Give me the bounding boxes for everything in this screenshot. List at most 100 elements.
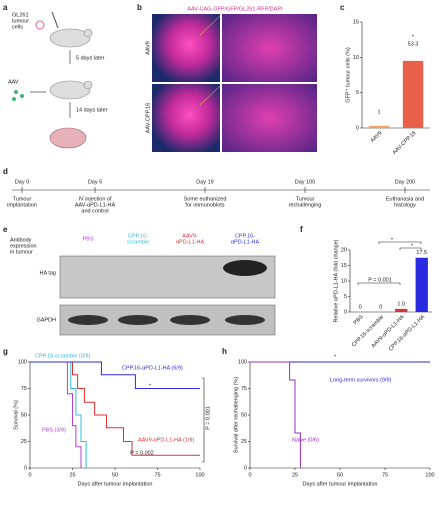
legend-label: CPP.16-scramble (0/9) bbox=[35, 353, 90, 359]
zoom-line bbox=[199, 83, 223, 106]
event-label: AAV-αPD-L1-HA bbox=[75, 202, 116, 208]
blot-band bbox=[68, 315, 108, 325]
panel-label: h bbox=[222, 347, 227, 356]
event-label: rechallenging bbox=[289, 202, 322, 208]
blot-column: AAV9- bbox=[182, 233, 198, 239]
event-label: and control bbox=[81, 208, 108, 214]
legend-label: Long-term survivors (9/9) bbox=[330, 377, 392, 383]
blot-header: in tumour bbox=[10, 249, 33, 255]
event-label: histology bbox=[394, 202, 416, 208]
day-label: Day 100 bbox=[295, 179, 316, 185]
y-tick-label: 25 bbox=[241, 439, 247, 445]
panel-label: c bbox=[340, 3, 345, 12]
value-label: 1.0 bbox=[397, 301, 405, 307]
survival-line bbox=[30, 361, 200, 389]
blot-column: CPP.16- bbox=[128, 233, 148, 239]
bar bbox=[368, 125, 390, 128]
panel-label: a bbox=[3, 3, 8, 12]
blot-header: Antibody bbox=[10, 237, 32, 243]
y-tick-label: 75 bbox=[21, 386, 27, 392]
x-tick-label: 100 bbox=[425, 472, 434, 478]
x-tick-label: AAV-CPP.16 bbox=[392, 130, 418, 156]
zoom-line bbox=[199, 13, 223, 36]
annotation: 53.3 bbox=[408, 41, 419, 47]
axis bbox=[29, 362, 200, 469]
blot-band bbox=[223, 260, 267, 276]
bracket bbox=[202, 377, 205, 463]
row-label: AAV9 bbox=[145, 41, 151, 55]
syringe bbox=[51, 11, 59, 29]
day-label: Day 200 bbox=[395, 179, 416, 185]
y-axis-label: GFP⁺ tumour cells (%) bbox=[344, 47, 351, 103]
image bbox=[152, 84, 220, 152]
aav-icon bbox=[20, 94, 24, 98]
event-label: Tumour bbox=[13, 196, 32, 202]
value-label: 17.5 bbox=[416, 250, 427, 256]
blot-band bbox=[118, 315, 158, 325]
day-label: Day 19 bbox=[196, 179, 213, 185]
cells-label: GL261 bbox=[12, 12, 29, 18]
legend-label: PBS (3/9) bbox=[42, 427, 66, 433]
x-tick-label: CPP.16-αPD-L1-HA bbox=[388, 314, 427, 353]
blot-row: GAPDH bbox=[36, 317, 56, 323]
mouse bbox=[49, 28, 91, 48]
annotation: * bbox=[411, 243, 414, 249]
survival-line bbox=[250, 361, 301, 468]
panel-label: d bbox=[3, 167, 8, 176]
brain bbox=[49, 127, 87, 149]
y-tick-label: 0 bbox=[344, 309, 347, 315]
y-tick-label: 0 bbox=[244, 465, 247, 471]
survival-line bbox=[30, 361, 87, 468]
annotation: * bbox=[391, 237, 394, 243]
bracket bbox=[357, 282, 401, 285]
y-tick-label: 75 bbox=[241, 386, 247, 392]
x-tick-label: 0 bbox=[28, 472, 31, 478]
x-tick-label: 50 bbox=[337, 472, 343, 478]
y-tick-label: 0 bbox=[24, 465, 27, 471]
y-axis-label: Survival after rechallenging (%) bbox=[233, 377, 239, 454]
event-label: Tumour bbox=[296, 196, 315, 202]
legend-label: CPP.16-αPD-L1-HA (6/9) bbox=[122, 365, 183, 371]
panel-label: g bbox=[3, 347, 8, 356]
y-axis-label: Relative αPD-L1-HA (fold change) bbox=[333, 239, 339, 322]
x-tick-label: 75 bbox=[154, 472, 160, 478]
legend-label: Naive (0/6) bbox=[292, 437, 319, 443]
annotation: * bbox=[334, 354, 337, 360]
value-label: 0 bbox=[359, 304, 362, 310]
y-tick-label: 15 bbox=[353, 19, 359, 25]
survival-line bbox=[30, 361, 200, 456]
x-tick-label: AAV9 bbox=[370, 130, 384, 144]
x-tick-label: 0 bbox=[248, 472, 251, 478]
blot-row: HA tag bbox=[39, 270, 56, 276]
image bbox=[152, 14, 220, 82]
annotation: 1 bbox=[377, 109, 380, 115]
y-axis-label: Survival (%) bbox=[13, 400, 19, 430]
blot-band bbox=[170, 315, 210, 325]
bracket bbox=[378, 241, 422, 244]
x-tick-label: 100 bbox=[195, 472, 204, 478]
legend-label: AAV9-αPD-L1-HA (1/9) bbox=[138, 437, 194, 443]
mouse bbox=[49, 80, 91, 100]
x-tick-label: 75 bbox=[382, 472, 388, 478]
x-tick-label: 50 bbox=[112, 472, 118, 478]
y-tick-label: 10 bbox=[341, 278, 347, 284]
step-label: 14 days later bbox=[76, 107, 108, 113]
y-tick-label: 100 bbox=[238, 359, 247, 365]
y-tick-label: 100 bbox=[18, 359, 27, 365]
mouse-head bbox=[83, 80, 93, 90]
panel-label: f bbox=[300, 225, 303, 234]
annotation: P = 0.001 bbox=[205, 406, 211, 430]
blot-header: expression bbox=[10, 243, 37, 249]
row-label: AAV-CPP.16 bbox=[145, 103, 151, 133]
y-tick-label: 10 bbox=[353, 55, 359, 61]
mouse-head bbox=[83, 28, 93, 38]
bracket bbox=[399, 247, 422, 250]
image-title: AAV-CAG-GFP/GFP/GL261-RFP/DAPI bbox=[187, 6, 283, 12]
vector-label: AAV bbox=[8, 79, 19, 85]
y-tick-label: 25 bbox=[21, 439, 27, 445]
cells-label: tumour bbox=[12, 18, 29, 24]
blot-column: CPP.16- bbox=[235, 233, 255, 239]
y-tick-label: 50 bbox=[21, 412, 27, 418]
bar bbox=[395, 308, 408, 312]
event-label: for immunoblots bbox=[185, 202, 224, 208]
